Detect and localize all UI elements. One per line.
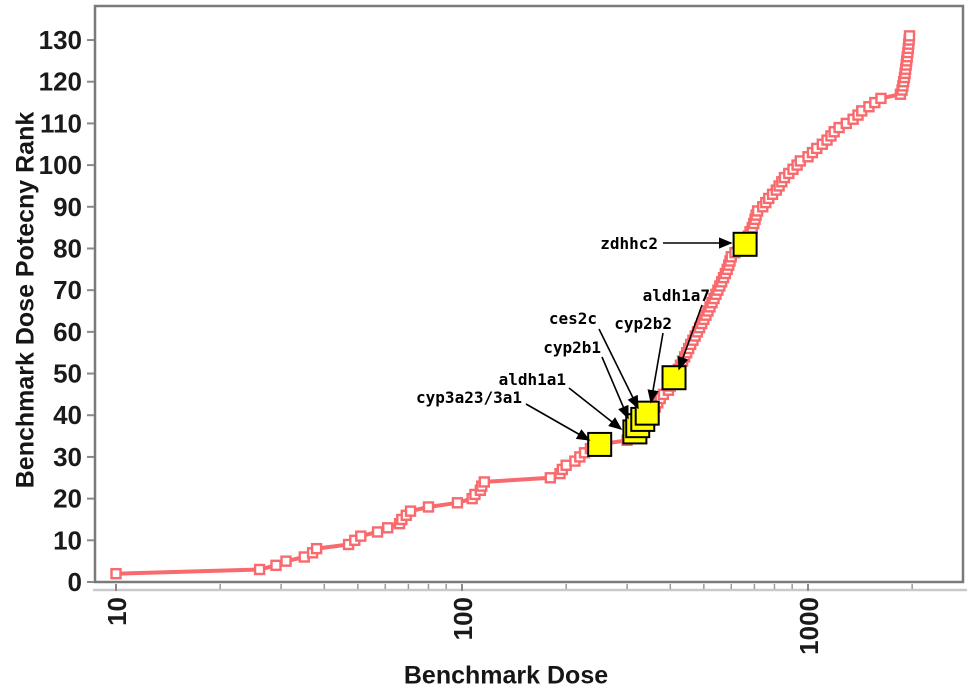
y-tick-label: 30 bbox=[53, 442, 82, 472]
data-point-marker bbox=[355, 530, 367, 542]
gene-annotation-arrow-aldh1a1 bbox=[568, 387, 623, 430]
x-tick-label: 1000 bbox=[794, 597, 824, 655]
data-point-marker bbox=[270, 559, 282, 572]
data-point-marker bbox=[875, 92, 887, 105]
data-point-marker bbox=[371, 526, 384, 538]
y-tick-label: 110 bbox=[40, 108, 82, 138]
y-tick-label: 40 bbox=[53, 400, 82, 430]
gene-annotation-label-ces2c: ces2c bbox=[549, 309, 597, 328]
gene-highlight-square-zdhhc2 bbox=[732, 231, 758, 257]
y-tick-label: 80 bbox=[53, 233, 82, 263]
gene-annotation-label-aldh1a1: aldh1a1 bbox=[499, 370, 566, 389]
data-point-marker bbox=[903, 30, 916, 42]
data-point-marker bbox=[404, 505, 417, 517]
y-tick-label: 120 bbox=[39, 67, 82, 97]
y-tick-label: 10 bbox=[53, 525, 82, 555]
data-point-marker bbox=[544, 472, 557, 484]
y-tick-label: 60 bbox=[53, 317, 82, 347]
gene-highlight-square-cyp3a23-3a1 bbox=[587, 431, 613, 457]
y-tick-label: 20 bbox=[53, 484, 82, 514]
y-tick-label: 50 bbox=[53, 359, 82, 389]
data-point-marker bbox=[310, 542, 323, 555]
gene-annotation-label-cyp3a23-3a1: cyp3a23/3a1 bbox=[416, 388, 522, 407]
data-point-marker bbox=[110, 567, 122, 580]
gene-annotation-arrow-cyp3a23-3a1 bbox=[525, 403, 591, 441]
data-point-marker bbox=[382, 522, 394, 534]
y-tick-label: 130 bbox=[39, 25, 82, 55]
gene-highlight-square-cyp2b2 bbox=[634, 400, 660, 426]
y-tick-label: 70 bbox=[53, 275, 82, 305]
x-tick-label: 100 bbox=[448, 597, 478, 640]
data-point-marker bbox=[478, 476, 491, 488]
data-point-marker bbox=[280, 555, 292, 567]
gene-annotation-arrow-cyp2b1 bbox=[601, 356, 629, 420]
x-axis-title: Benchmark Dose bbox=[403, 661, 609, 690]
gene-annotation-label-cyp2b1: cyp2b1 bbox=[543, 338, 601, 357]
gene-annotation-label-aldh1a7: aldh1a7 bbox=[643, 286, 710, 305]
y-tick-label: 0 bbox=[68, 567, 82, 597]
x-tick-label: 10 bbox=[102, 597, 132, 626]
gene-annotation-label-zdhhc2: zdhhc2 bbox=[600, 234, 658, 253]
plot-frame bbox=[93, 4, 965, 584]
y-tick-label: 100 bbox=[39, 150, 82, 180]
data-line bbox=[114, 33, 912, 576]
y-axis-title: Benchmark Dose Potecny Rank bbox=[11, 111, 40, 489]
data-point-marker bbox=[253, 563, 266, 576]
gene-annotation-arrow-aldh1a7 bbox=[677, 304, 703, 371]
gene-annotation-arrow-ces2c bbox=[598, 328, 639, 410]
data-point-marker bbox=[451, 497, 464, 509]
y-tick-label: 90 bbox=[53, 192, 82, 222]
gene-annotation-arrow-cyp2b2 bbox=[647, 332, 664, 404]
data-point-marker bbox=[422, 501, 435, 513]
gene-annotation-label-cyp2b2: cyp2b2 bbox=[614, 314, 672, 333]
gene-highlight-square-aldh1a7 bbox=[661, 365, 687, 391]
